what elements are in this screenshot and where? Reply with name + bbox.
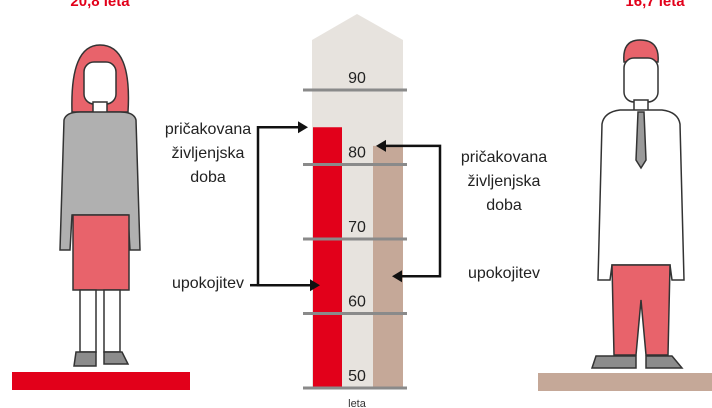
annotation: pričakovana življenjska doba <box>160 118 256 190</box>
annotation: upokojitev <box>452 262 556 286</box>
y-tick-label: 80 <box>348 145 366 162</box>
arrow-line <box>258 127 312 285</box>
top-label: 16,7 leta <box>625 0 685 10</box>
bar <box>373 146 403 388</box>
arrow-head <box>298 121 308 133</box>
annotation: upokojitev <box>160 272 256 296</box>
axis-label: leta <box>348 398 367 408</box>
y-tick-label: 90 <box>348 70 366 87</box>
top-label: 20,8 leta <box>70 0 130 10</box>
y-tick-label: 70 <box>348 219 366 236</box>
y-tick-label: 50 <box>348 368 366 385</box>
annotation: pričakovana življenjska doba <box>452 146 556 218</box>
bar <box>313 127 342 388</box>
y-tick-label: 60 <box>348 294 366 311</box>
floor-left <box>12 372 190 390</box>
chart: 20,8 leta 16,7 leta leta 50 60 70 80 90 <box>0 0 712 408</box>
woman-figure <box>60 45 140 366</box>
floor-right <box>538 373 712 391</box>
man-figure <box>592 40 684 368</box>
page: {"chart_data": {"type": "bar", "top_labe… <box>0 0 712 408</box>
